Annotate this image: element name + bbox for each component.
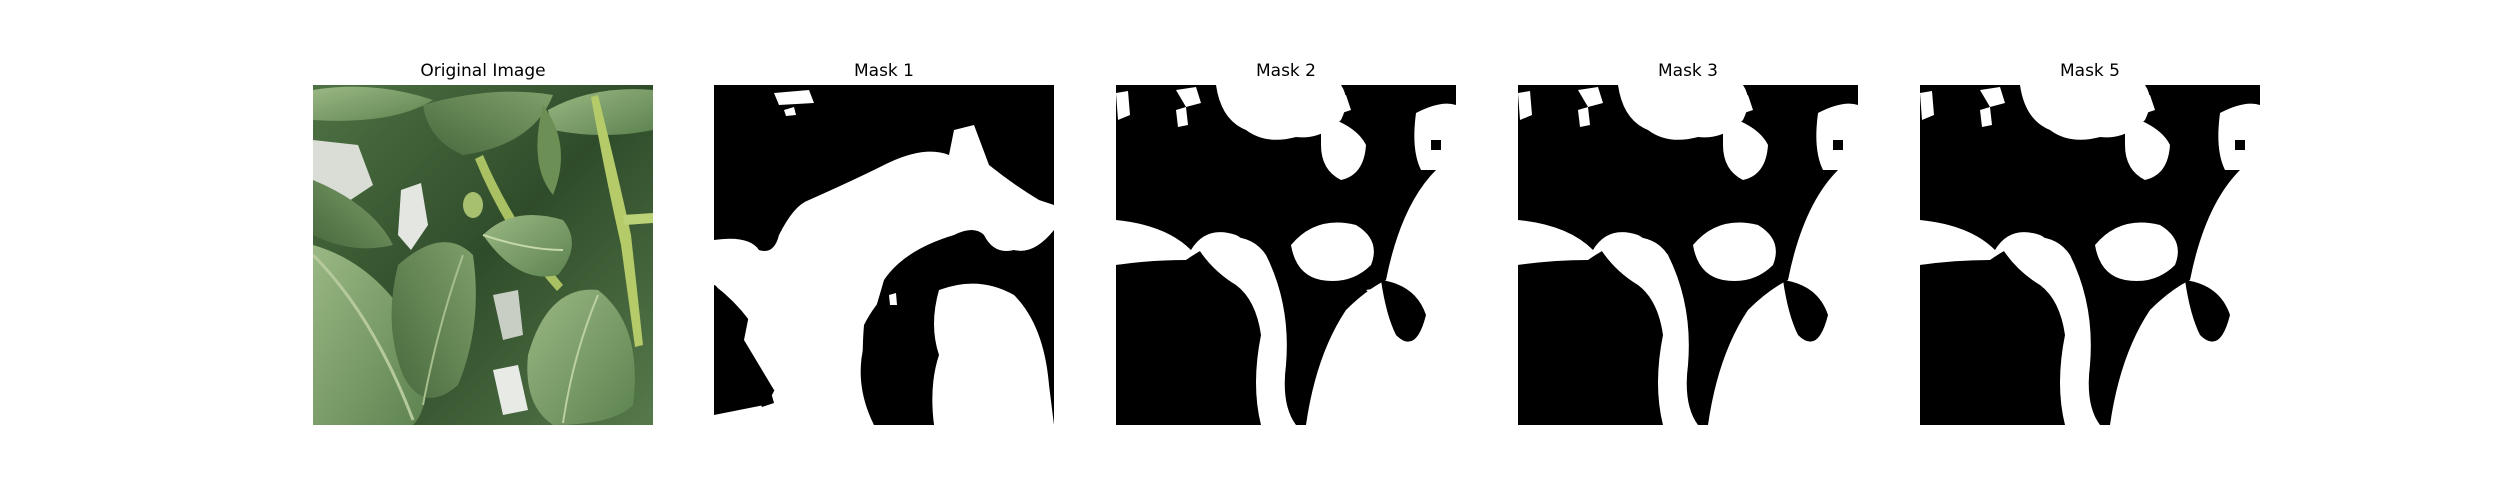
mask-5-image xyxy=(1920,85,2260,425)
panel-mask-3: Mask 3 xyxy=(1518,57,1858,427)
panel-mask-1: Mask 1 xyxy=(714,57,1054,427)
mask-3-image xyxy=(1518,85,1858,425)
panel-title-mask-3: Mask 3 xyxy=(1657,61,1718,81)
panel-original-image: Original Image xyxy=(313,57,653,427)
original-image xyxy=(313,85,653,425)
panel-mask-2: Mask 2 xyxy=(1116,57,1456,427)
panel-mask-5: Mask 5 xyxy=(1920,57,2260,427)
mask-1-image xyxy=(714,85,1054,425)
mask-2-image xyxy=(1116,85,1456,425)
panel-title-mask-5: Mask 5 xyxy=(2059,61,2120,81)
panel-title-mask-2: Mask 2 xyxy=(1255,61,1316,81)
panel-title-mask-1: Mask 1 xyxy=(853,61,914,81)
panel-title-original-image: Original Image xyxy=(420,61,546,81)
